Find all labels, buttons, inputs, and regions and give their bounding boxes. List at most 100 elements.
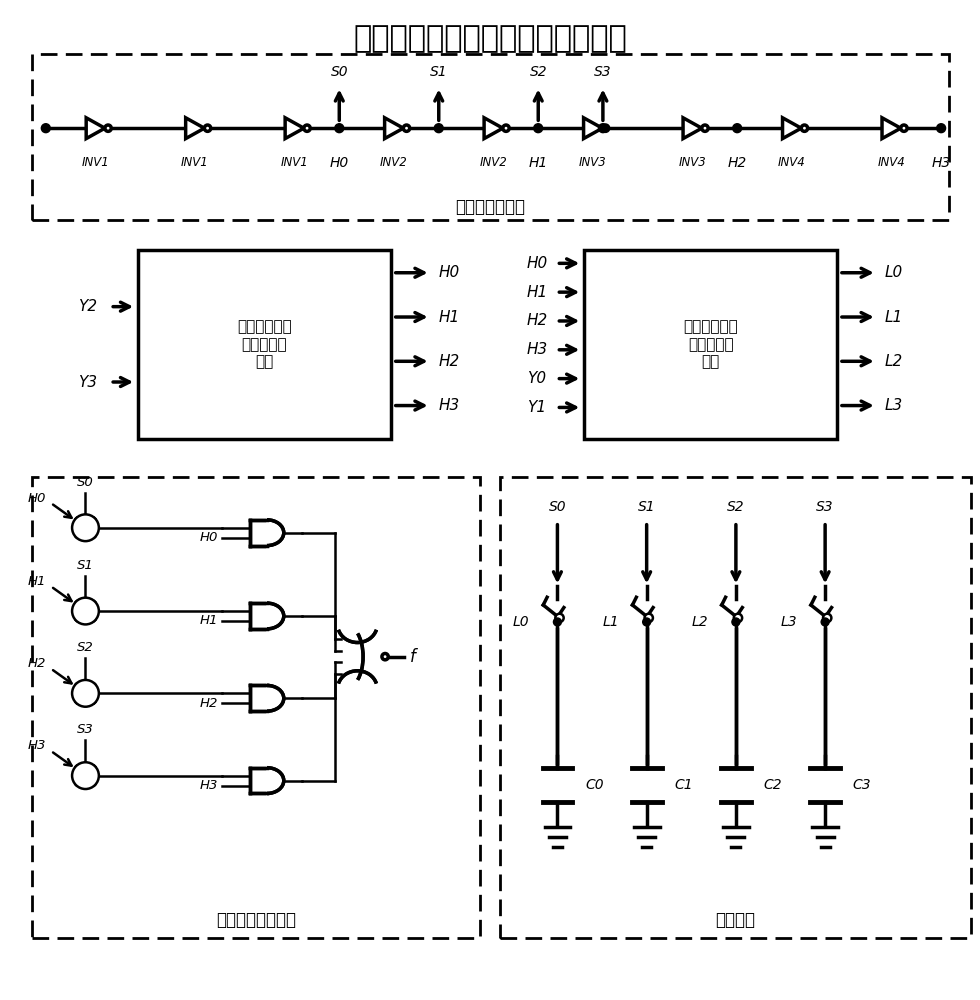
Bar bbox=[500, 477, 971, 938]
Text: 高两位控制信
号粗调频率
模块: 高两位控制信 号粗调频率 模块 bbox=[237, 319, 292, 369]
Circle shape bbox=[556, 614, 564, 622]
Text: H3: H3 bbox=[27, 739, 46, 752]
Polygon shape bbox=[683, 118, 702, 139]
Text: H0: H0 bbox=[27, 492, 46, 505]
Circle shape bbox=[534, 124, 543, 133]
Text: H3: H3 bbox=[526, 342, 548, 357]
Text: S3: S3 bbox=[816, 500, 834, 514]
Text: H3: H3 bbox=[932, 156, 951, 170]
Circle shape bbox=[73, 598, 99, 624]
Bar bbox=[138, 250, 391, 439]
Polygon shape bbox=[783, 118, 802, 139]
Circle shape bbox=[734, 614, 742, 622]
Circle shape bbox=[802, 125, 808, 131]
Text: Y1: Y1 bbox=[526, 400, 546, 415]
Text: H0: H0 bbox=[200, 531, 219, 544]
Text: C3: C3 bbox=[853, 778, 871, 792]
Text: C0: C0 bbox=[585, 778, 604, 792]
Bar bbox=[584, 250, 837, 439]
Text: H1: H1 bbox=[438, 310, 460, 325]
Text: 环形振荡器频率调制模块整体架构: 环形振荡器频率调制模块整体架构 bbox=[353, 24, 627, 53]
Circle shape bbox=[73, 680, 99, 707]
Text: 环形振荡器单元: 环形振荡器单元 bbox=[456, 198, 525, 216]
Text: H3: H3 bbox=[200, 779, 219, 792]
Wedge shape bbox=[267, 516, 284, 550]
Text: Y3: Y3 bbox=[78, 375, 98, 390]
Text: S0: S0 bbox=[77, 476, 94, 489]
Text: C1: C1 bbox=[674, 778, 693, 792]
Text: f: f bbox=[410, 648, 416, 666]
Text: H1: H1 bbox=[526, 285, 548, 300]
Text: S2: S2 bbox=[727, 500, 745, 514]
Circle shape bbox=[434, 124, 443, 133]
Circle shape bbox=[599, 124, 608, 133]
Polygon shape bbox=[583, 118, 603, 139]
Circle shape bbox=[645, 614, 653, 622]
Circle shape bbox=[733, 124, 742, 133]
Text: S2: S2 bbox=[77, 641, 94, 654]
Circle shape bbox=[702, 125, 709, 131]
Circle shape bbox=[554, 618, 562, 626]
Polygon shape bbox=[484, 118, 503, 139]
Text: H0: H0 bbox=[438, 265, 460, 280]
Text: S1: S1 bbox=[430, 65, 448, 79]
Text: L1: L1 bbox=[603, 615, 619, 629]
Text: H2: H2 bbox=[200, 697, 219, 710]
Text: S2: S2 bbox=[529, 65, 547, 79]
Polygon shape bbox=[185, 118, 205, 139]
Polygon shape bbox=[384, 118, 404, 139]
Text: H2: H2 bbox=[438, 354, 460, 369]
Circle shape bbox=[823, 614, 831, 622]
Circle shape bbox=[732, 618, 740, 626]
Text: C2: C2 bbox=[763, 778, 782, 792]
Circle shape bbox=[335, 124, 344, 133]
Text: S1: S1 bbox=[638, 500, 656, 514]
Text: H0: H0 bbox=[526, 256, 548, 271]
Text: L3: L3 bbox=[885, 398, 903, 413]
Circle shape bbox=[937, 124, 946, 133]
Circle shape bbox=[821, 618, 829, 626]
Circle shape bbox=[105, 125, 112, 131]
Text: S0: S0 bbox=[330, 65, 348, 79]
Circle shape bbox=[503, 125, 510, 131]
Circle shape bbox=[73, 514, 99, 541]
Text: INV4: INV4 bbox=[877, 156, 906, 169]
Polygon shape bbox=[285, 118, 304, 139]
Text: Y2: Y2 bbox=[78, 299, 98, 314]
Text: INV3: INV3 bbox=[678, 156, 707, 169]
Text: L0: L0 bbox=[885, 265, 903, 280]
Circle shape bbox=[404, 125, 410, 131]
Circle shape bbox=[901, 125, 907, 131]
Polygon shape bbox=[882, 118, 901, 139]
Text: H1: H1 bbox=[200, 614, 219, 627]
Text: INV1: INV1 bbox=[81, 156, 110, 169]
Text: 低两位控制信
号细调频率
模块: 低两位控制信 号细调频率 模块 bbox=[683, 319, 738, 369]
Circle shape bbox=[338, 636, 380, 677]
Wedge shape bbox=[267, 764, 284, 797]
Polygon shape bbox=[86, 118, 105, 139]
Text: INV4: INV4 bbox=[778, 156, 806, 169]
Bar bbox=[32, 477, 480, 938]
Text: 电容单元: 电容单元 bbox=[715, 911, 756, 929]
Text: 控制输出频率模块: 控制输出频率模块 bbox=[216, 911, 296, 929]
Text: S3: S3 bbox=[594, 65, 612, 79]
Text: H2: H2 bbox=[526, 313, 548, 328]
Text: H2: H2 bbox=[727, 156, 747, 170]
Text: L2: L2 bbox=[692, 615, 709, 629]
Bar bbox=[32, 54, 949, 220]
Text: H1: H1 bbox=[27, 575, 46, 588]
Wedge shape bbox=[267, 599, 284, 633]
Circle shape bbox=[205, 125, 211, 131]
Text: INV2: INV2 bbox=[380, 156, 408, 169]
Text: H1: H1 bbox=[528, 156, 548, 170]
Circle shape bbox=[73, 762, 99, 789]
Circle shape bbox=[382, 653, 388, 660]
Text: S0: S0 bbox=[549, 500, 566, 514]
Text: INV1: INV1 bbox=[181, 156, 209, 169]
Circle shape bbox=[304, 125, 311, 131]
Text: L1: L1 bbox=[885, 310, 903, 325]
Text: L3: L3 bbox=[781, 615, 798, 629]
Circle shape bbox=[41, 124, 50, 133]
Circle shape bbox=[643, 618, 651, 626]
Circle shape bbox=[603, 125, 609, 131]
